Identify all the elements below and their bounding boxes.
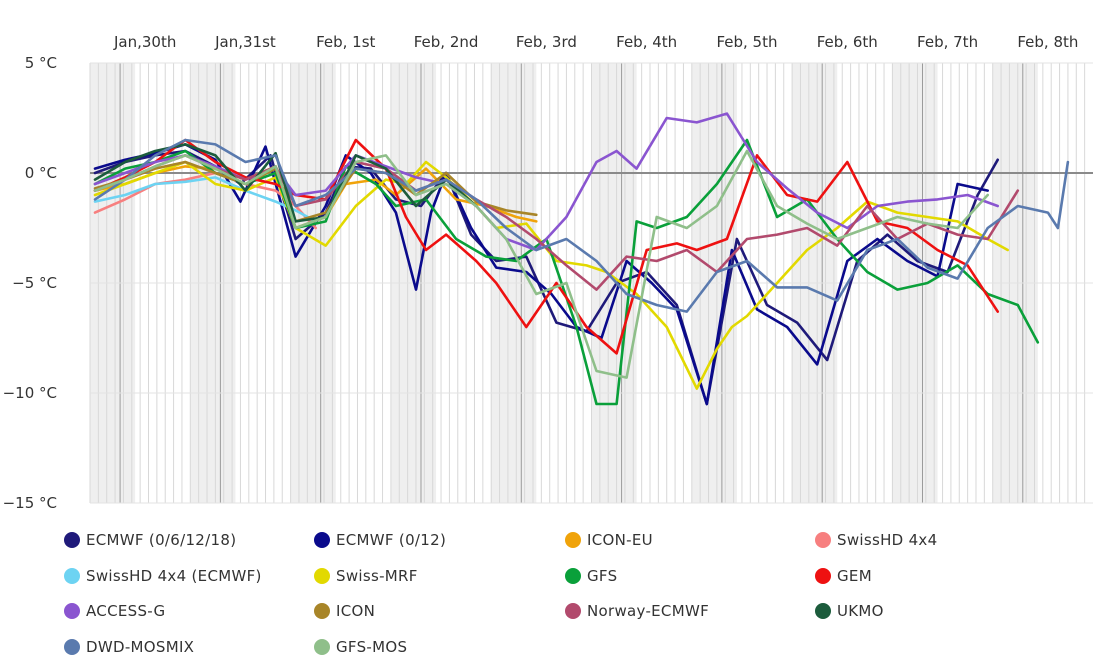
- legend-marker: [64, 532, 80, 548]
- y-tick-label: 5 °C: [25, 54, 57, 72]
- legend-marker: [815, 603, 831, 619]
- x-tick-label: Feb, 4th: [616, 33, 677, 51]
- series-line: [93, 160, 538, 223]
- y-tick-label: 0 °C: [25, 164, 57, 182]
- legend-item[interactable]: ICON: [314, 602, 375, 620]
- legend-marker: [565, 568, 581, 584]
- legend-item[interactable]: SwissHD 4x4 (ECMWF): [64, 567, 262, 585]
- x-tick-label: Feb, 7th: [917, 33, 978, 51]
- legend-item[interactable]: Norway-ECMWF: [565, 602, 709, 620]
- legend-label: DWD-MOSMIX: [86, 638, 194, 656]
- legend-label: ACCESS-G: [86, 602, 165, 620]
- legend-marker: [815, 532, 831, 548]
- legend-label: SwissHD 4x4 (ECMWF): [86, 567, 262, 585]
- y-tick-label: −5 °C: [12, 274, 57, 292]
- legend-item[interactable]: DWD-MOSMIX: [64, 638, 194, 656]
- legend-item[interactable]: ICON-EU: [565, 531, 653, 549]
- x-tick-label: Feb, 1st: [316, 33, 375, 51]
- x-tick-label: Jan,30th: [113, 33, 176, 51]
- legend[interactable]: ECMWF (0/6/12/18) ECMWF (0/12) ICON-EU Swis…: [64, 531, 937, 656]
- series-line: [93, 143, 478, 223]
- legend-marker: [565, 532, 581, 548]
- legend-label: UKMO: [837, 602, 884, 620]
- legend-item[interactable]: SwissHD 4x4: [815, 531, 937, 549]
- legend-label: ICON: [336, 602, 375, 620]
- legend-item[interactable]: GFS: [565, 567, 617, 585]
- legend-label: ECMWF (0/12): [336, 531, 446, 549]
- legend-item[interactable]: GFS-MOS: [314, 638, 407, 656]
- series-line: [93, 138, 1040, 406]
- x-tick-label: Feb, 5th: [716, 33, 777, 51]
- x-tick-label: Feb, 8th: [1017, 33, 1078, 51]
- legend-marker: [314, 532, 330, 548]
- legend-item[interactable]: GEM: [815, 567, 872, 585]
- series-lines: [93, 112, 1070, 406]
- legend-label: SwissHD 4x4: [837, 531, 937, 549]
- legend-label: ICON-EU: [587, 531, 653, 549]
- legend-item[interactable]: ECMWF (0/6/12/18): [64, 531, 236, 549]
- legend-marker: [314, 639, 330, 655]
- series-line: [93, 143, 990, 406]
- x-tick-label: Feb, 6th: [817, 33, 878, 51]
- legend-marker: [64, 603, 80, 619]
- series-line: [93, 149, 1000, 406]
- legend-item[interactable]: ACCESS-G: [64, 602, 165, 620]
- legend-item[interactable]: ECMWF (0/12): [314, 531, 446, 549]
- series-line: [93, 154, 1020, 291]
- x-tick-label: Jan,31st: [214, 33, 276, 51]
- y-axis-tick-labels: 5 °C 0 °C −5 °C −10 °C −15 °C: [3, 54, 57, 512]
- legend-item[interactable]: Swiss-MRF: [314, 567, 418, 585]
- series-line: [93, 138, 1070, 313]
- legend-item[interactable]: UKMO: [815, 602, 884, 620]
- legend-label: Swiss-MRF: [336, 567, 418, 585]
- x-tick-label: Feb, 2nd: [414, 33, 479, 51]
- legend-label: GFS: [587, 567, 617, 585]
- legend-marker: [314, 603, 330, 619]
- legend-label: Norway-ECMWF: [587, 602, 709, 620]
- legend-marker: [815, 568, 831, 584]
- legend-label: GEM: [837, 567, 872, 585]
- legend-marker: [64, 568, 80, 584]
- legend-marker: [64, 639, 80, 655]
- y-tick-label: −10 °C: [3, 384, 57, 402]
- legend-label: GFS-MOS: [336, 638, 407, 656]
- x-tick-label: Feb, 3rd: [516, 33, 577, 51]
- legend-marker: [314, 568, 330, 584]
- y-tick-label: −15 °C: [3, 494, 57, 512]
- legend-label: ECMWF (0/6/12/18): [86, 531, 236, 549]
- series-line: [93, 149, 990, 379]
- legend-marker: [565, 603, 581, 619]
- x-axis-tick-labels: Jan,30th Jan,31st Feb, 1st Feb, 2nd Feb, 3rd…: [113, 33, 1078, 51]
